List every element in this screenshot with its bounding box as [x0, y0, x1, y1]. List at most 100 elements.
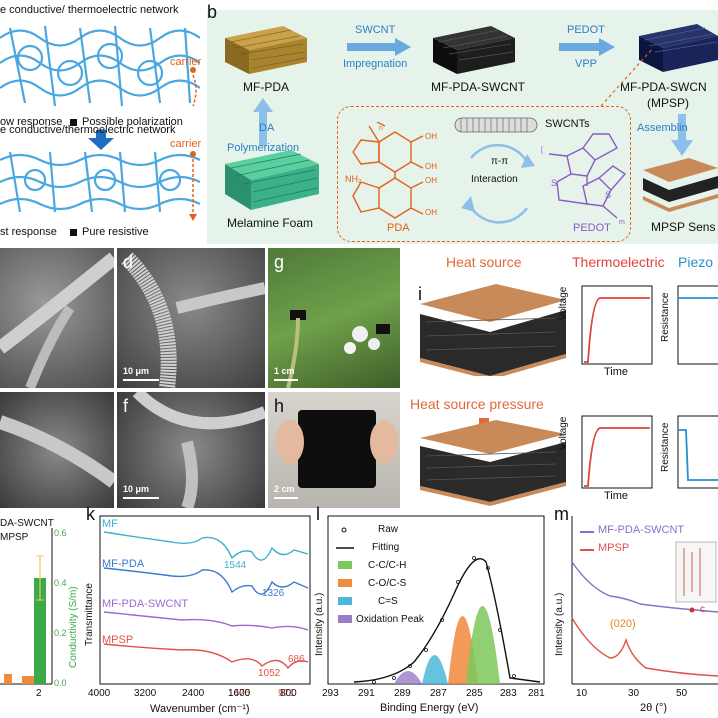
- mpsp-foam-image: [639, 24, 718, 72]
- panel-k-xtick-3: 1600: [228, 688, 251, 699]
- sem-image-e: [0, 392, 114, 508]
- legend-top-2: Possible polarization: [82, 116, 183, 128]
- pedot-structure-drawing: [ m: [541, 133, 627, 226]
- sem-image-f: f 10 μm: [117, 392, 265, 508]
- panel-l-xlabel: Binding Energy (eV): [380, 702, 479, 714]
- panel-j-legend-1: DA-SWCNT: [0, 518, 54, 529]
- carrier-dot-top: [190, 67, 197, 107]
- panel-j-tick-0: 0.6: [54, 528, 67, 538]
- panel-k-series-3: MPSP: [102, 634, 134, 646]
- melamine-foam-label: Melamine Foam: [227, 216, 314, 230]
- panel-d-letter: d: [123, 252, 134, 272]
- svg-text:[: [: [541, 147, 543, 154]
- mf-pda-foam-image: [225, 26, 307, 74]
- pi-pi-label: π-π: [491, 156, 509, 167]
- panel-m-legend-0: MF-PDA-SWCNT: [598, 524, 685, 536]
- panel-m-legend-1: MPSP: [598, 542, 630, 554]
- panel-j: DA-SWCNT MPSP 0.6 0.4 0.2 0.0 Conductivi…: [0, 512, 80, 718]
- legend-square-bottom: [70, 229, 77, 236]
- panel-l-legend-co: C-O/C-S: [368, 578, 407, 589]
- heat-source-label: Heat source: [446, 254, 522, 270]
- swcnts-label: SWCNTs: [545, 118, 590, 130]
- network-top-illustration: [0, 25, 200, 107]
- pedot-label: PEDOT: [573, 222, 611, 234]
- swcnt-tube-image: [454, 117, 538, 133]
- piezo-label: Piezo: [678, 254, 714, 270]
- panel-l-xtick-5: 283: [500, 688, 517, 699]
- oh-label-3: OH: [425, 176, 437, 185]
- panel-m: m MF-PDA-SWCNT MPSP (020) c Intensity (a…: [550, 504, 718, 718]
- panel-k-peak-971: 971: [278, 688, 295, 699]
- carrier-label-bottom: carrier: [170, 138, 202, 150]
- panel-k-peak-1475: 1475: [228, 688, 251, 699]
- thermo-plot-2: [581, 415, 653, 489]
- sem-image-c: [0, 248, 114, 388]
- panel-f-letter: f: [123, 396, 129, 416]
- panel-l-xtick-4: 285: [466, 688, 483, 699]
- panel-l-legend-cc: C-C/C-H: [368, 560, 407, 571]
- panel-a-bottom-title: e conductive/thermoelectric network: [0, 124, 176, 136]
- panel-l-xtick-0: 293: [322, 688, 339, 699]
- sulfur-label-2: S: [605, 190, 612, 200]
- panel-j-ylabel: Conductivity (S/m): [68, 586, 79, 668]
- arrow-down-icon: [671, 114, 693, 156]
- panel-l-legend-fitting: Fitting: [372, 542, 400, 553]
- legend-bottom-1: st response: [0, 226, 57, 238]
- carrier-dot-bottom: [189, 151, 197, 221]
- scalebar-g: [274, 379, 298, 381]
- thermo-plot-1: [581, 285, 653, 365]
- panel-l: l Raw Fitting C-C/C-H C-O/C-S C=S Oxidat…: [314, 504, 546, 718]
- time-label-2: Time: [604, 490, 629, 502]
- panel-g-letter: g: [274, 252, 285, 272]
- resistance-label-2: Resistance: [660, 422, 671, 472]
- panel-l-xtick-2: 289: [394, 688, 411, 699]
- panel-l-xtick-6: 281: [528, 688, 545, 699]
- network-bottom-illustration: [0, 151, 200, 213]
- swcnt-arrow-label: SWCNT: [355, 24, 396, 36]
- panel-k-xtick-4: 800: [280, 688, 297, 699]
- voltage-label-2: Voltage: [558, 416, 569, 450]
- panel-m-peak-label: (020): [610, 618, 636, 630]
- panel-l-ylabel: Intensity (a.u.): [314, 592, 325, 656]
- panel-k: k MF MF-PDA MF-PDA-SWCNT MPSP 1544 1326 …: [82, 504, 312, 718]
- panel-m-xtick-0: 10: [576, 688, 588, 699]
- panel-m-inset-label: c: [700, 604, 705, 615]
- panel-l-legend-ox: Oxidation Peak: [356, 614, 424, 625]
- voltage-label-1: Voltage: [558, 286, 569, 320]
- pda-structure-drawing: n: [352, 122, 424, 219]
- scalebar-h: [274, 497, 298, 499]
- scale-label-f: 10 μm: [123, 484, 150, 494]
- impregnation-label: Impregnation: [343, 58, 408, 70]
- legend-square-top: [70, 119, 77, 126]
- panel-k-series-1: MF-PDA: [102, 558, 145, 570]
- interaction-cycle-arrows: [461, 143, 535, 224]
- panel-i-letter: i: [418, 284, 422, 304]
- mf-pda-swcnt-label: MF-PDA-SWCNT: [431, 80, 525, 94]
- panel-j-axes: [0, 528, 53, 685]
- interaction-label: Interaction: [471, 174, 518, 185]
- panel-j-x-tick: 2: [36, 688, 42, 699]
- panel-j-tick-3: 0.0: [54, 678, 67, 688]
- sem-image-d: d 10 μm: [117, 248, 265, 388]
- panel-m-letter: m: [554, 504, 569, 524]
- panel-l-legend-raw: Raw: [378, 524, 399, 535]
- panel-k-plot: [99, 515, 311, 685]
- panel-k-peak-1326: 1326: [262, 588, 285, 599]
- panel-i: i Heat source Thermoelectric Piezo Heat …: [408, 250, 718, 506]
- piezo-plot-1: [677, 285, 718, 365]
- panel-b: b MF-PDA SWCNT Impregnation MF-PDA-SWCNT…: [207, 2, 718, 244]
- arrow-right-icon-2: [559, 38, 615, 56]
- legend-top-1: ow response: [0, 116, 63, 128]
- mpsp-sensor-image: [643, 158, 718, 212]
- sensor-illustration-2: [420, 420, 566, 506]
- mpsp-top-label: MF-PDA-SWCN: [620, 80, 707, 94]
- polymerization-label: Polymerization: [227, 142, 300, 154]
- chemistry-dashed-box: [337, 106, 631, 242]
- da-label: DA: [259, 122, 275, 134]
- panel-k-series-2: MF-PDA-SWCNT: [102, 598, 189, 610]
- panel-k-peak-1544: 1544: [224, 560, 247, 571]
- panel-k-ylabel: Transmittance: [84, 583, 95, 646]
- panel-m-plot: [571, 516, 718, 685]
- dashed-connector-line: [600, 47, 654, 107]
- thermoelectric-label: Thermoelectric: [572, 254, 665, 270]
